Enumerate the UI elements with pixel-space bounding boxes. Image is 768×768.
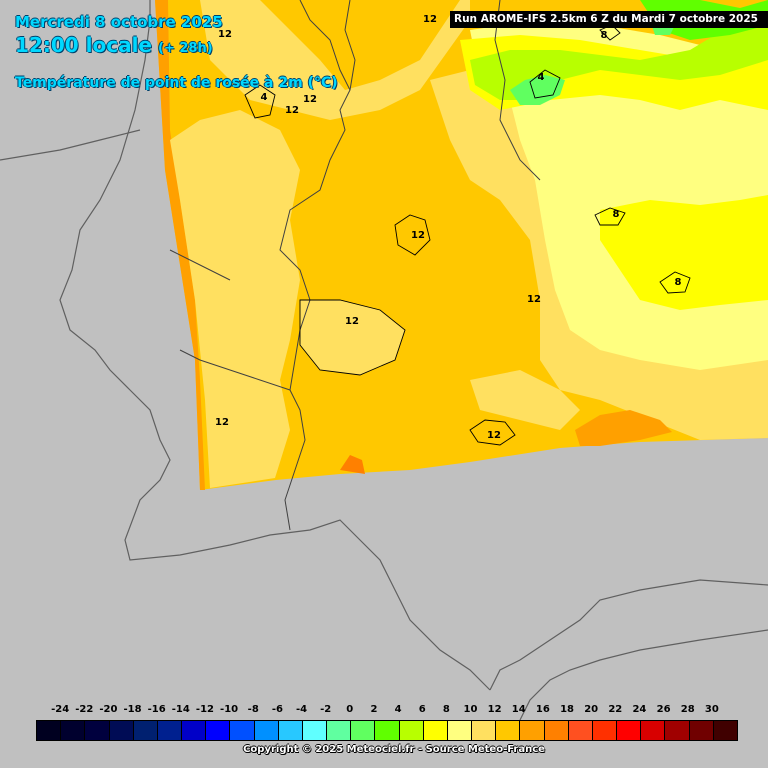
zone-2-4-patch (510, 75, 565, 105)
zone-6-8-east (600, 195, 768, 310)
forecast-date: Mercredi 8 octobre 2025 (15, 13, 223, 31)
legend-swatch (182, 721, 207, 740)
legend-swatch (713, 721, 737, 740)
contour-label: 8 (601, 30, 608, 41)
isolines (244, 24, 691, 446)
legend-tick-label: -8 (247, 704, 259, 715)
run-banner: Run AROME-IFS 2.5km 6 Z du Mardi 7 octob… (450, 11, 768, 28)
legend-tick-label: 18 (560, 704, 574, 715)
contour-label: 12 (303, 94, 317, 105)
legend-tick-label: 30 (704, 704, 719, 715)
legend-swatch (157, 721, 183, 740)
copyright: Copyright © 2025 Meteociel.fr - Source M… (243, 744, 545, 755)
contour-label: 12 (411, 230, 425, 241)
zone-16-18-small (340, 455, 365, 474)
legend-swatch (206, 721, 231, 740)
legend-swatch (423, 721, 448, 740)
legend-tick-label: 12 (487, 704, 502, 715)
parameter-title: Température de point de rosée à 2m (°C) (15, 75, 338, 91)
forecast-time: 12:00 locale (+ 28h) (15, 33, 213, 57)
contour-label: 12 (487, 430, 501, 441)
legend-tick-label: 2 (370, 704, 378, 715)
legend-swatch (592, 721, 618, 740)
legend-tick-label: 20 (584, 704, 599, 715)
legend-swatch (37, 721, 62, 740)
zone-14-16-west (155, 0, 205, 490)
legend-swatch (327, 721, 352, 740)
legend-swatch (302, 721, 328, 740)
legend-swatch (665, 721, 690, 740)
legend-tick-label: -2 (320, 704, 332, 715)
legend-swatch (278, 721, 303, 740)
forecast-time-value: 12:00 locale (15, 33, 152, 57)
lead-time: (+ 28h) (158, 41, 213, 56)
zone-10-12-west (170, 110, 300, 488)
legend-swatch (544, 721, 569, 740)
legend-tick-label: 8 (442, 704, 450, 715)
legend-tick-label: -24 (51, 704, 70, 715)
legend-tick-label: -12 (195, 704, 214, 715)
legend-tick-label: -22 (75, 704, 94, 715)
legend-tick-label: 6 (418, 704, 426, 715)
legend-tick-label: 0 (346, 704, 354, 715)
legend-tick-labels: -24 -22 -20 -18 -16 -14 -12 -10 -8 -6 -4 -2 0 2 4 6 8 10 1… (36, 704, 738, 720)
contour-label: 4 (538, 72, 545, 83)
legend-tick-label: 4 (394, 704, 402, 715)
legend-swatch (689, 721, 714, 740)
legend-swatch (520, 721, 545, 740)
contour-label: 12 (345, 316, 359, 327)
legend-swatch (109, 721, 134, 740)
legend-swatch (254, 721, 279, 740)
legend-swatch (399, 721, 424, 740)
contour-label: 12 (423, 14, 437, 25)
legend-tick-label: -20 (99, 704, 118, 715)
legend-swatch (496, 721, 521, 740)
contour-label: 8 (613, 209, 620, 220)
legend-swatch (85, 721, 110, 740)
legend-tick-label: -16 (147, 704, 166, 715)
legend-tick-label: -6 (271, 704, 283, 715)
zone-16-18-se (575, 410, 672, 446)
legend-tick-label: 22 (608, 704, 623, 715)
legend-swatch (617, 721, 642, 740)
legend-tick-label: 26 (656, 704, 671, 715)
legend-swatch (641, 721, 666, 740)
legend-swatch (230, 721, 255, 740)
legend-tick-label: 28 (680, 704, 695, 715)
legend-tick-label: -4 (295, 704, 308, 715)
legend-tick-label: 24 (632, 704, 647, 715)
internal-borders (169, 0, 541, 531)
contour-label: 12 (215, 417, 229, 428)
legend-swatch (351, 721, 376, 740)
legend-tick-label: 14 (511, 704, 526, 715)
contour-label: 4 (261, 92, 268, 103)
legend-color-bar (36, 720, 738, 741)
contour-label: 12 (218, 29, 232, 40)
contour-label: 8 (675, 277, 682, 288)
legend-swatch (447, 721, 473, 740)
legend-tick-label: -10 (220, 704, 239, 715)
zone-10-12-central (300, 300, 405, 375)
legend-swatch (375, 721, 400, 740)
contour-label: 12 (285, 105, 299, 116)
legend-tick-label: -14 (171, 704, 190, 715)
zone-10-12-se (470, 370, 580, 430)
legend-swatch (472, 721, 497, 740)
legend-swatch (61, 721, 86, 740)
legend-tick-label: 16 (535, 704, 550, 715)
legend-swatch (133, 721, 158, 740)
contour-labels: 12 12 12 12 12 12 12 12 12 8 8 8 4 4 (215, 14, 681, 441)
legend-tick-label: -18 (123, 704, 142, 715)
color-legend: -24 -22 -20 -18 -16 -14 -12 -10 -8 -6 -4 -2 0 2 4 6 8 10 1… (36, 704, 738, 742)
coastline (0, 0, 768, 721)
legend-swatch (568, 721, 593, 740)
contour-label: 12 (527, 294, 541, 305)
legend-tick-label: 10 (463, 704, 478, 715)
